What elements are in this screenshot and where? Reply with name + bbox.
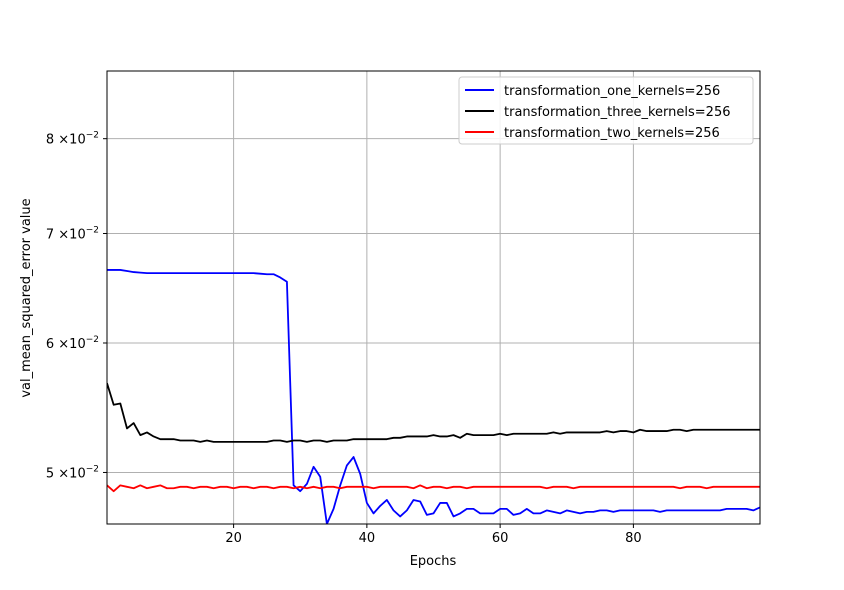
y-tick-label: 6 ×10−2 — [46, 335, 99, 352]
grid — [107, 71, 760, 524]
legend: transformation_one_kernels=256 transforma… — [458, 76, 754, 145]
series-line-2 — [107, 382, 760, 443]
legend-label-1: transformation_one_kernels=256 — [504, 84, 720, 99]
series-line-1 — [107, 269, 760, 524]
x-tick-label: 80 — [625, 531, 642, 546]
legend-label-3: transformation_two_kernels=256 — [504, 126, 720, 141]
series-line-3 — [107, 484, 760, 493]
series-lines — [107, 269, 760, 524]
x-tick-label: 60 — [492, 531, 509, 546]
y-tick-label: 8 ×10−2 — [46, 131, 99, 148]
axes-frame — [106, 70, 761, 525]
y-tick-label: 7 ×10−2 — [46, 226, 99, 243]
x-axis-label: Epochs — [410, 554, 457, 569]
y-tick-label: 5 ×10−2 — [46, 464, 99, 481]
x-tick-label: 20 — [225, 531, 242, 546]
y-axis-label: val_mean_squared_error value — [19, 198, 34, 397]
x-ticks: 20 40 60 80 — [225, 524, 642, 546]
legend-box — [458, 76, 754, 145]
legend-label-2: transformation_three_kernels=256 — [504, 105, 731, 120]
x-tick-label: 40 — [359, 531, 376, 546]
y-ticks: 5 ×10−2 6 ×10−2 7 ×10−2 8 ×10−2 — [46, 131, 107, 481]
